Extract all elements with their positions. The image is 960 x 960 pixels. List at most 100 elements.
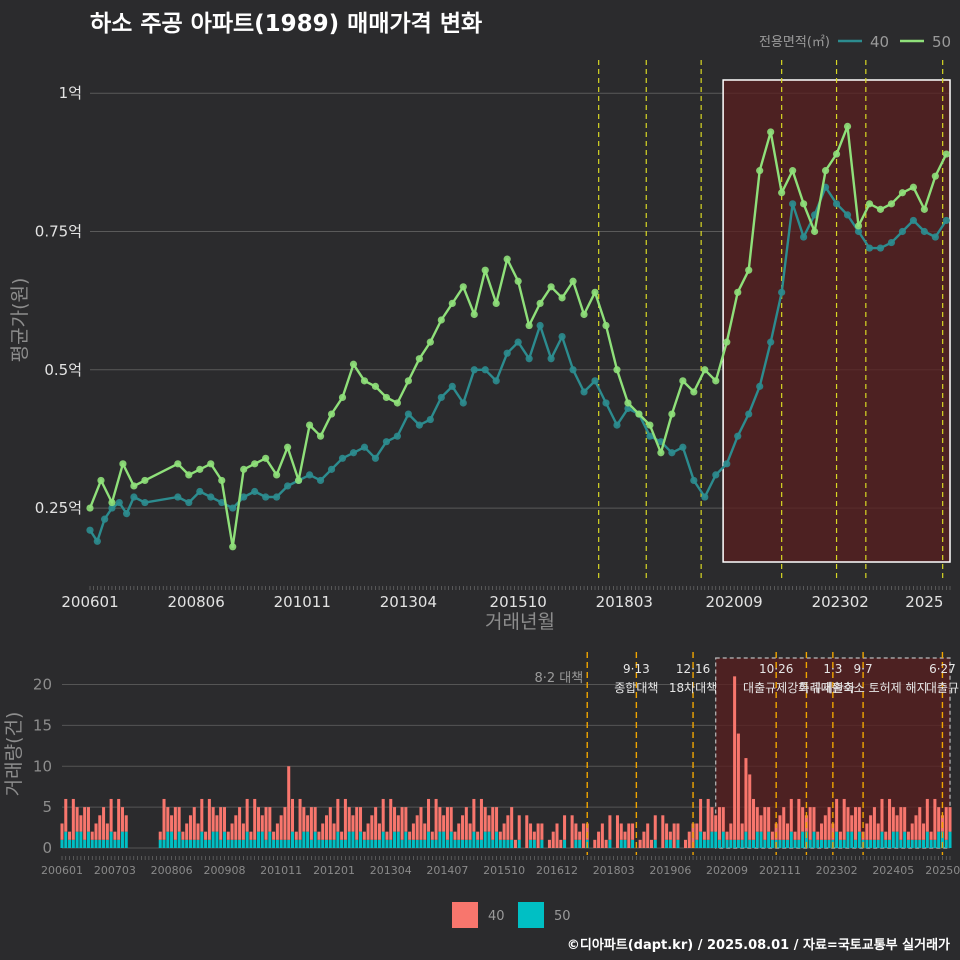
vol-bar-40 (196, 823, 200, 840)
vol-bar-50 (260, 831, 264, 848)
vol-bar-50 (393, 831, 397, 848)
vol-bar-50 (340, 839, 344, 848)
series-40-point (349, 449, 358, 457)
x-axis-title: 거래년월 (485, 611, 555, 633)
vol-bar-50 (797, 839, 801, 848)
vol-bar-40 (751, 798, 756, 840)
vol-bar-50 (343, 839, 347, 848)
vol-bar-40 (453, 831, 457, 840)
series-50-point (305, 421, 314, 429)
vol-x-tick-label: 201803 (593, 864, 635, 877)
vol-bar-50 (215, 831, 219, 848)
vol-bar-40 (808, 807, 812, 840)
vol-bar-50 (699, 831, 703, 848)
series-40-point (832, 200, 841, 208)
vol-bar-50 (608, 839, 612, 848)
x-tick-label: 201011 (274, 593, 331, 611)
vol-bar-40 (525, 815, 529, 848)
series-50-point (712, 377, 720, 385)
vol-bar-40 (513, 839, 517, 848)
vol-bar-40 (200, 798, 204, 832)
vol-x-tick-label: 202009 (706, 864, 748, 877)
vol-bar-40 (937, 807, 941, 832)
vol-bar-40 (158, 831, 162, 840)
series-50-point (492, 299, 500, 308)
vol-bar-50 (185, 839, 189, 848)
vol-bar-40 (649, 839, 653, 848)
vol-bar-40 (706, 798, 710, 840)
vol-bar-40 (495, 807, 499, 832)
series-50-point (294, 476, 303, 485)
vol-bar-40 (241, 823, 245, 840)
vol-bar-50 (823, 839, 827, 848)
vol-bar-40 (204, 831, 208, 840)
vol-bar-40 (377, 823, 381, 840)
vol-bar-40 (94, 823, 98, 840)
series-50-point (141, 476, 149, 485)
vol-bar-40 (385, 831, 389, 840)
series-50-point (865, 200, 874, 208)
vol-bar-50 (721, 831, 725, 848)
vol-bar-40 (687, 831, 691, 848)
series-50-point (767, 128, 775, 136)
vol-bar-50 (328, 839, 332, 848)
vol-bar-40 (90, 831, 94, 840)
vol-bar-40 (891, 807, 895, 832)
vol-bar-50 (181, 839, 185, 848)
vol-bar-50 (502, 839, 506, 848)
vol-bar-50 (695, 839, 699, 848)
series-50-point (316, 432, 325, 440)
vol-bar-40 (347, 807, 351, 832)
vol-bar-40 (362, 831, 366, 840)
series-40-point (778, 288, 786, 296)
vol-bar-50 (94, 839, 98, 848)
series-40-point (115, 498, 123, 507)
vol-bar-50 (200, 831, 204, 848)
vol-bar-40 (449, 807, 453, 832)
series-50-point (229, 543, 237, 551)
event-annotation-date: 9·13 (623, 662, 650, 676)
vol-bar-50 (619, 839, 623, 848)
vol-bar-50 (313, 831, 317, 848)
vol-bar-40 (302, 807, 306, 832)
vol-bar-40 (279, 815, 283, 840)
footer-credit: ©디아파트(dapt.kr) / 2025.08.01 / 자료=국토교통부 실… (566, 938, 950, 953)
vol-bar-50 (820, 839, 824, 848)
series-40-point (701, 493, 709, 501)
vol-bar-40 (393, 807, 397, 832)
vol-bar-50 (812, 831, 816, 848)
vol-bar-40 (820, 823, 824, 840)
vol-bar-50 (423, 839, 427, 848)
vol-bar-40 (593, 839, 597, 848)
vol-bar-50 (748, 839, 752, 848)
vol-bar-50 (623, 839, 627, 848)
vol-bar-50 (219, 839, 223, 848)
vol-bar-40 (211, 807, 215, 832)
vol-bar-50 (298, 839, 302, 848)
vol-bar-40 (396, 815, 400, 832)
vol-bar-50 (872, 839, 876, 848)
series-40-point (492, 377, 500, 385)
vol-bar-50 (918, 839, 922, 848)
vol-bar-40 (615, 815, 619, 848)
vol-bar-50 (279, 839, 283, 848)
vol-bar-40 (479, 798, 483, 840)
vol-bar-40 (113, 831, 117, 840)
vol-bar-50 (332, 839, 336, 848)
series-40-point (624, 404, 632, 413)
vol-legend-label-40: 40 (488, 909, 505, 924)
vol-bar-40 (668, 831, 672, 840)
vol-bar-50 (563, 839, 567, 848)
series-40-point (130, 493, 138, 501)
vol-bar-50 (895, 831, 899, 848)
vol-bar-40 (782, 807, 786, 840)
series-40-point (668, 449, 676, 457)
vol-bar-50 (249, 839, 253, 848)
vol-bar-40 (925, 798, 929, 832)
vol-bar-50 (404, 831, 408, 848)
vol-bar-50 (79, 831, 83, 848)
vol-bar-40 (332, 823, 336, 840)
vol-bar-40 (374, 807, 378, 840)
series-50-point (701, 366, 709, 374)
